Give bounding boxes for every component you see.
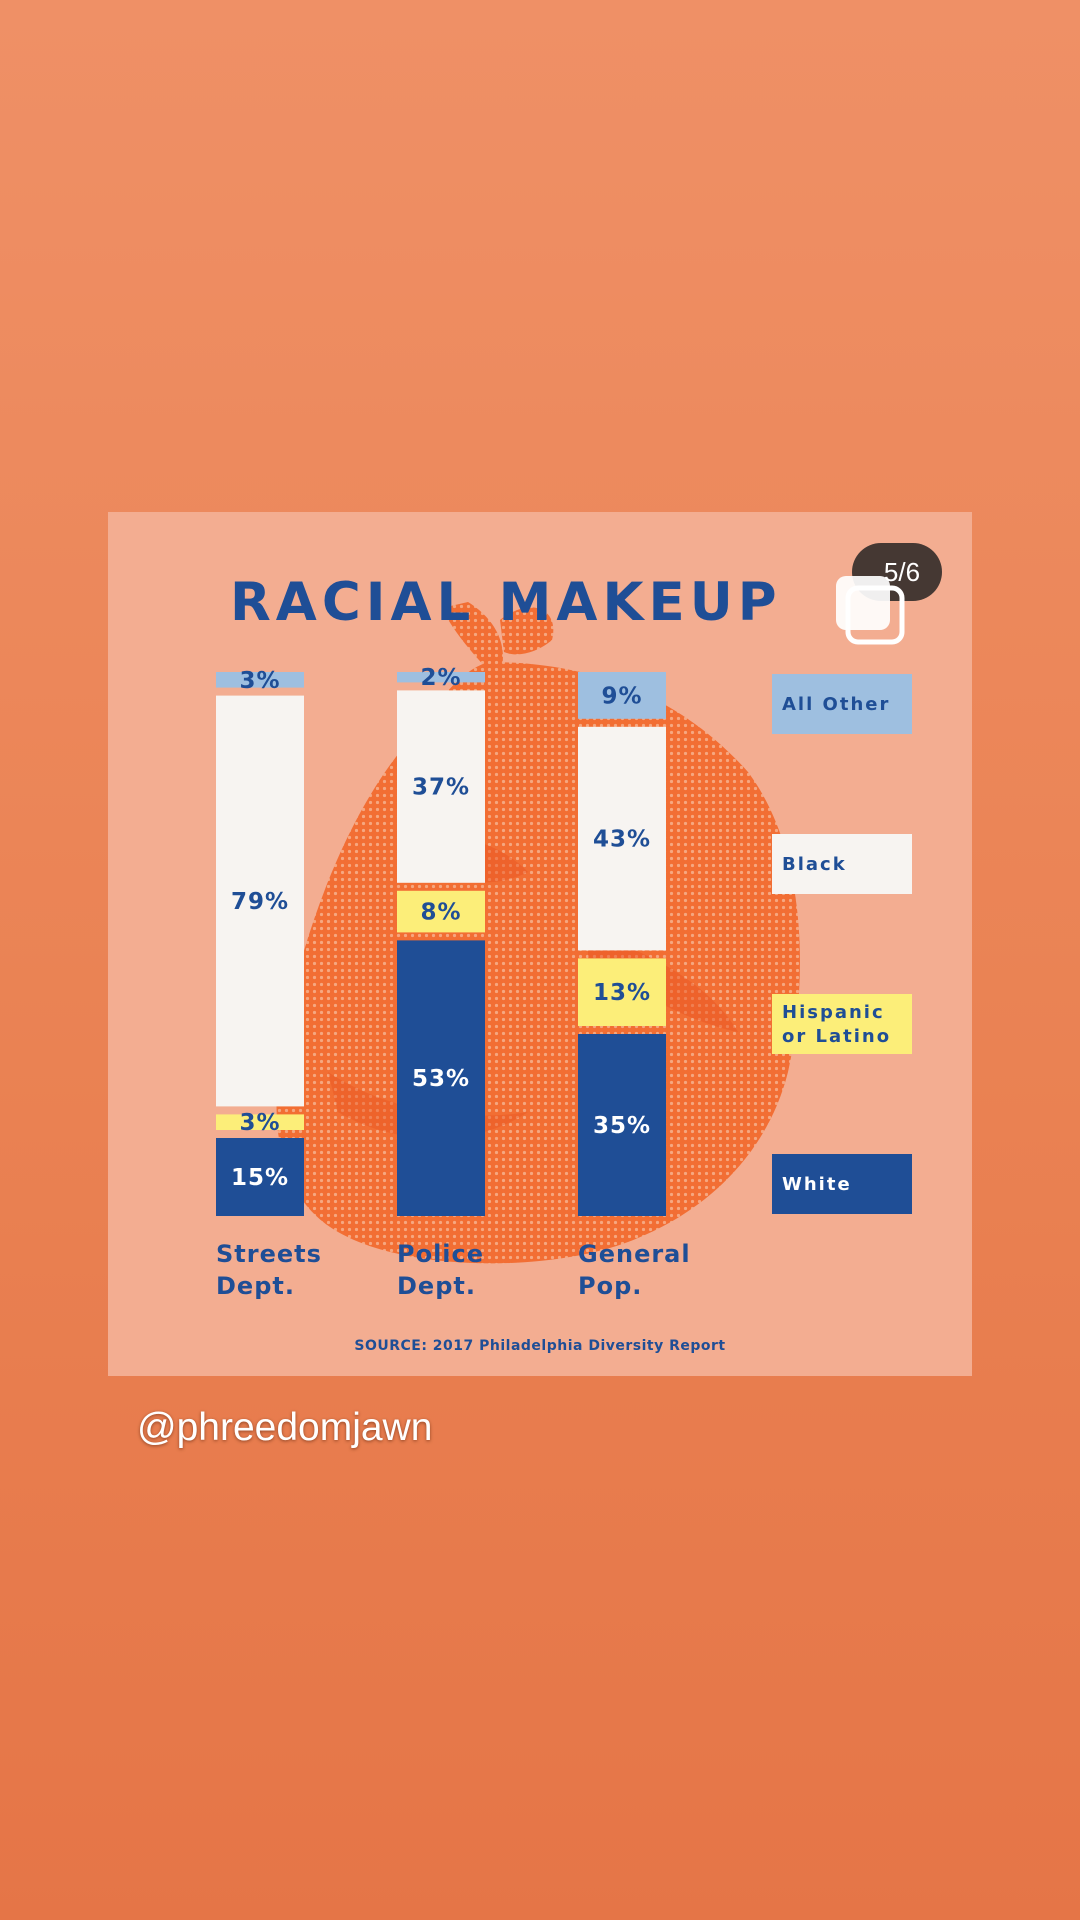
bar-segment — [397, 940, 485, 1216]
category-label: Dept. — [216, 1272, 295, 1300]
category-label: Pop. — [578, 1272, 642, 1300]
data-label: 53% — [412, 1066, 470, 1092]
category-label: General — [578, 1240, 691, 1268]
bar-segment — [216, 1138, 304, 1216]
chart-title: RACIAL MAKEUP — [230, 572, 782, 633]
bar-segment — [216, 1114, 304, 1130]
data-label: 13% — [593, 980, 651, 1006]
username-mention[interactable]: @phreedomjawn — [137, 1406, 433, 1449]
data-label: 9% — [601, 683, 642, 709]
category-label: Dept. — [397, 1272, 476, 1300]
data-label: 3% — [239, 668, 280, 694]
legend-label: or Latino — [782, 1026, 891, 1047]
legend-swatch — [772, 994, 912, 1054]
bar-segment — [216, 695, 304, 1107]
legend-label: All Other — [782, 694, 890, 715]
stacked-bar-chart: 15% 3% 79% 3% Streets Dept. 53% 8% 37% 2% Police De… — [216, 665, 912, 1300]
data-label: 37% — [412, 775, 470, 801]
legend-swatch — [772, 1154, 912, 1214]
data-label: 2% — [420, 665, 461, 691]
source-note: SOURCE: 2017 Philadelphia Diversity Repo… — [354, 1338, 726, 1354]
data-label: 8% — [420, 900, 461, 926]
carousel-counter: 5/6 — [883, 557, 921, 587]
category-label: Police — [397, 1240, 484, 1268]
data-label: 15% — [231, 1165, 289, 1191]
legend-label: White — [782, 1174, 852, 1195]
bar-segment — [578, 958, 666, 1026]
bar-segment — [397, 672, 485, 683]
multiple-photos-icon[interactable] — [832, 572, 908, 648]
legend-label: Hispanic — [782, 1002, 885, 1023]
bar-segment — [578, 1034, 666, 1216]
bar-segment — [397, 890, 485, 933]
bar-segment — [578, 726, 666, 951]
data-label: 43% — [593, 827, 651, 853]
legend-label: Black — [782, 854, 847, 875]
category-label: Streets — [216, 1240, 322, 1268]
data-label: 35% — [593, 1113, 651, 1139]
legend-swatch — [772, 834, 912, 894]
bar-segment — [397, 690, 485, 883]
reshared-post[interactable]: RACIAL MAKEUP 15% 3% 79% 3% Streets Dept. 53% 8… — [108, 512, 972, 1376]
legend-swatch — [772, 674, 912, 734]
data-label: 3% — [239, 1110, 280, 1136]
bar-segment — [216, 672, 304, 688]
data-label: 79% — [231, 889, 289, 915]
bar-segment — [578, 672, 666, 719]
